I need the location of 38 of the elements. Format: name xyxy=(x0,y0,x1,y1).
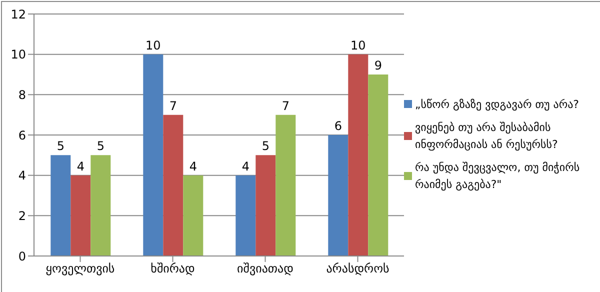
bar xyxy=(163,114,184,256)
data-label: 10 xyxy=(146,38,161,52)
data-label: 4 xyxy=(76,159,84,174)
y-tick-label: 10 xyxy=(10,48,26,62)
x-tick-label: იშვიათად xyxy=(237,262,294,276)
x-tick-label: ყოველთვის xyxy=(46,262,115,276)
bar xyxy=(348,54,368,256)
data-label: 4 xyxy=(189,159,197,174)
data-label: 6 xyxy=(334,119,342,133)
y-tick-label: 0 xyxy=(18,249,26,264)
data-label: 5 xyxy=(96,139,104,154)
y-tick-label: 6 xyxy=(18,128,26,142)
legend-label: „სწორ გზაზე ვდგავარ თუ არა? xyxy=(415,96,580,112)
bar xyxy=(328,135,348,256)
y-tick-label: 4 xyxy=(18,168,26,183)
y-tick-label: 8 xyxy=(18,88,26,102)
data-label: 7 xyxy=(282,98,290,113)
x-tick-label: ხშირად xyxy=(150,262,196,276)
bar xyxy=(90,155,111,256)
y-tick-label: 2 xyxy=(18,208,26,223)
data-label: 7 xyxy=(169,98,177,113)
x-tick-label: არასდროს xyxy=(326,262,390,276)
bar xyxy=(236,175,256,256)
data-label: 10 xyxy=(350,38,366,52)
data-label: 5 xyxy=(56,139,64,154)
bar xyxy=(183,175,204,256)
bar xyxy=(276,114,296,256)
data-label: 4 xyxy=(242,159,250,174)
y-tick-label: 12 xyxy=(10,7,26,22)
legend-label: ვიყენებ თუ არა შესაბამის ინფორმაციას ან რესურსს? xyxy=(415,120,559,152)
bar xyxy=(368,74,388,256)
bar xyxy=(143,54,164,256)
legend-label: რა უნდა შევცვალო, თუ მიჭირს რაიმეს გაგება?" xyxy=(415,160,581,192)
bar xyxy=(50,155,71,256)
bar xyxy=(256,155,276,256)
data-label: 9 xyxy=(374,58,382,72)
bar xyxy=(70,175,91,256)
data-label: 5 xyxy=(262,139,270,154)
